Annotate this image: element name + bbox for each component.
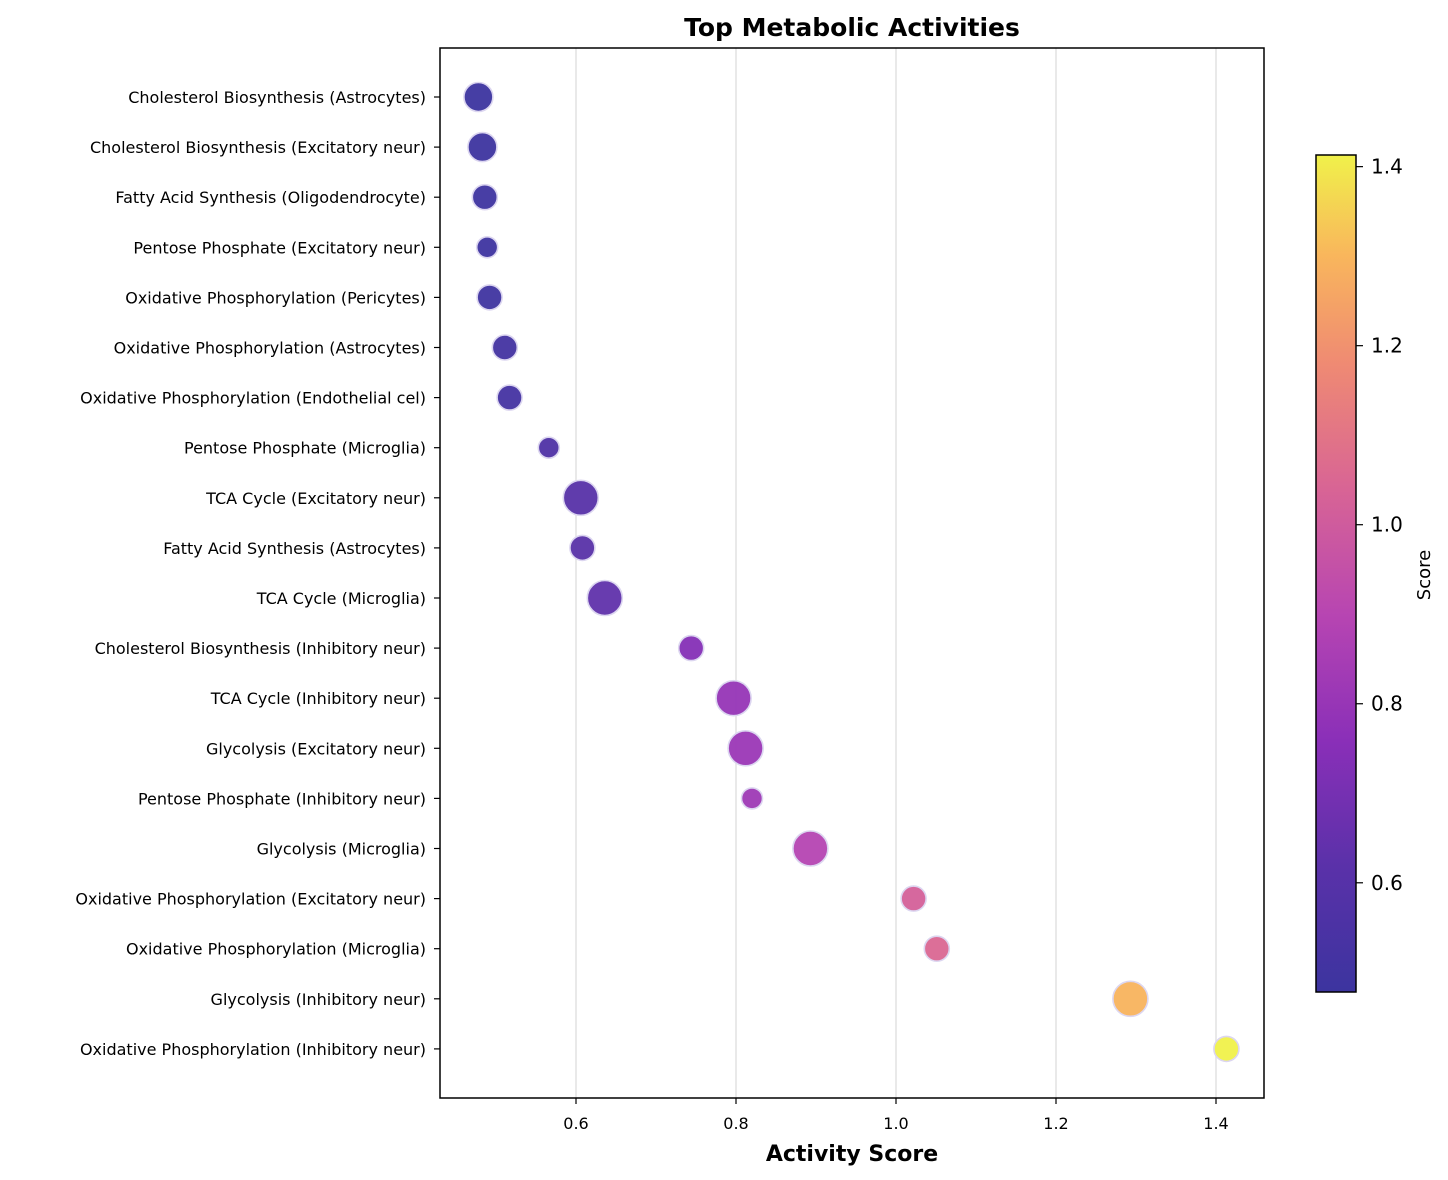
data-point xyxy=(475,236,499,259)
data-point xyxy=(1112,980,1149,1018)
colorbar: 0.6 0.8 1.0 1.2 1.4 Score xyxy=(1315,154,1435,993)
data-point xyxy=(476,284,503,311)
x-tick-label: 0.8 xyxy=(723,1114,748,1133)
data-point xyxy=(900,885,927,912)
y-tick-label: Oxidative Phosphorylation (Excitatory ne… xyxy=(75,890,426,909)
x-tick-label: 1.2 xyxy=(1043,1114,1068,1133)
x-tick-label: 1.0 xyxy=(883,1114,908,1133)
plot-area-frame xyxy=(439,47,1265,1099)
y-tick-label: Cholesterol Biosynthesis (Excitatory neu… xyxy=(90,138,426,157)
data-point xyxy=(471,183,499,211)
y-tick-label: Glycolysis (Excitatory neur) xyxy=(206,739,426,758)
colorbar-tick-label: 1.0 xyxy=(1371,513,1403,537)
data-point xyxy=(715,679,752,717)
colorbar-gradient xyxy=(1315,154,1357,993)
data-point xyxy=(562,479,600,517)
chart-title: Top Metabolic Activities xyxy=(684,13,1020,42)
y-tick-label: TCA Cycle (Excitatory neur) xyxy=(205,489,426,508)
y-tick-label: Cholesterol Biosynthesis (Astrocytes) xyxy=(128,88,426,107)
y-tick-label: Fatty Acid Synthesis (Astrocytes) xyxy=(163,539,426,558)
y-tick-label: Fatty Acid Synthesis (Oligodendrocyte) xyxy=(115,188,426,207)
x-gridlines xyxy=(575,48,1217,1098)
data-point xyxy=(463,81,494,113)
colorbar-title: Score xyxy=(1414,550,1435,600)
data-point xyxy=(740,787,764,810)
data-point xyxy=(727,729,764,767)
y-tick-label: Cholesterol Biosynthesis (Inhibitory neu… xyxy=(95,639,426,658)
data-point xyxy=(496,384,523,411)
data-point xyxy=(792,830,829,867)
y-tick-label: Pentose Phosphate (Microglia) xyxy=(184,439,426,458)
data-point xyxy=(537,436,561,460)
y-tick-label: TCA Cycle (Inhibitory neur) xyxy=(210,689,426,708)
y-tick-label: Oxidative Phosphorylation (Microglia) xyxy=(126,940,426,959)
y-tick-label: Oxidative Phosphorylation (Astrocytes) xyxy=(114,339,426,358)
y-tick-label: Pentose Phosphate (Excitatory neur) xyxy=(133,238,426,257)
data-point xyxy=(569,534,596,562)
data-points xyxy=(463,81,1240,1063)
y-tick-label: Oxidative Phosphorylation (Pericytes) xyxy=(125,288,426,307)
y-tick-label: Glycolysis (Microglia) xyxy=(257,840,426,859)
colorbar-tick-label: 0.8 xyxy=(1371,692,1403,716)
y-tick-label: Glycolysis (Inhibitory neur) xyxy=(211,990,426,1009)
y-tick-label: Pentose Phosphate (Inhibitory neur) xyxy=(138,789,426,808)
colorbar-tick-label: 1.4 xyxy=(1371,155,1403,179)
colorbar-ticks: 0.6 0.8 1.0 1.2 1.4 xyxy=(1356,155,1403,895)
x-tick-label: 0.6 xyxy=(563,1114,588,1133)
x-tick-label: 1.4 xyxy=(1203,1114,1228,1133)
data-point xyxy=(467,131,498,163)
data-point xyxy=(491,334,519,361)
colorbar-tick-label: 0.6 xyxy=(1371,871,1403,895)
data-point xyxy=(1213,1035,1240,1063)
y-axis-ticks: Cholesterol Biosynthesis (Astrocytes) Cho… xyxy=(75,88,440,1059)
x-axis-title: Activity Score xyxy=(766,1142,938,1167)
data-point xyxy=(923,935,951,963)
y-tick-label: TCA Cycle (Microglia) xyxy=(256,589,426,608)
y-tick-label: Oxidative Phosphorylation (Inhibitory ne… xyxy=(80,1040,426,1059)
x-axis-ticks: 0.6 0.8 1.0 1.2 1.4 xyxy=(563,1098,1229,1133)
data-point xyxy=(586,579,624,617)
y-tick-label: Oxidative Phosphorylation (Endothelial c… xyxy=(80,389,426,408)
colorbar-tick-label: 1.2 xyxy=(1371,334,1403,358)
data-point xyxy=(677,634,705,662)
